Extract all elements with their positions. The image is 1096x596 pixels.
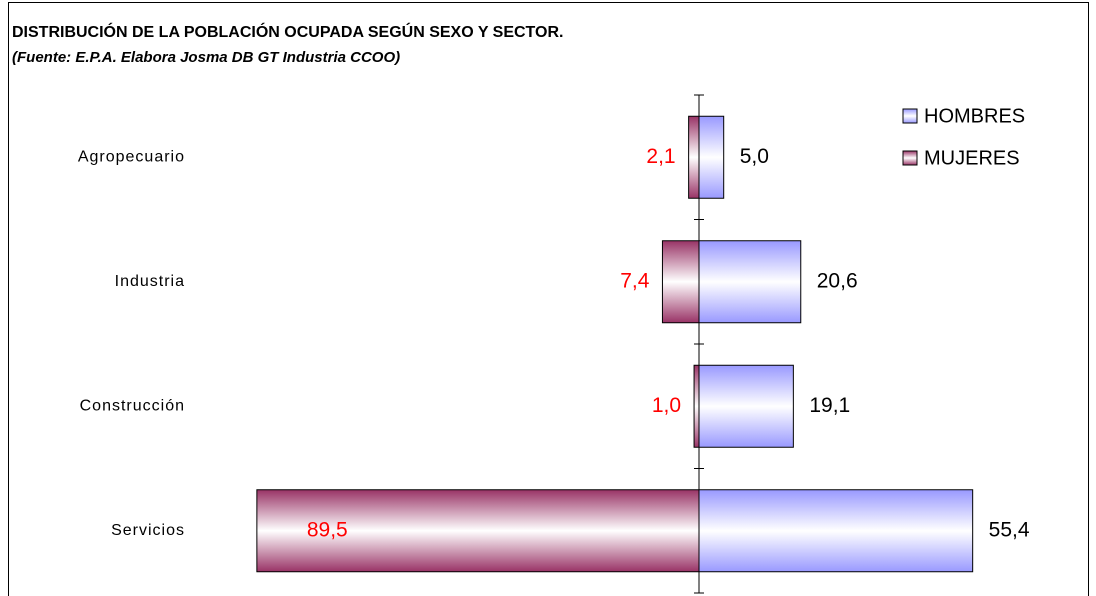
legend-label: HOMBRES (924, 105, 1025, 127)
bar (698, 115, 725, 199)
chart-title: DISTRIBUCIÓN DE LA POBLACIÓN OCUPADA SEG… (12, 22, 563, 41)
category-label: Servicios (111, 522, 185, 539)
value-label: 89,5 (307, 518, 348, 541)
value-label: 1,0 (652, 394, 681, 417)
value-label: 19,1 (809, 394, 850, 417)
legend-label: MUJERES (924, 147, 1020, 169)
bar (688, 115, 700, 199)
bar (698, 240, 802, 324)
chart-subtitle: (Fuente: E.P.A. Elabora Josma DB GT Indu… (12, 49, 400, 66)
value-label: 7,4 (620, 269, 650, 292)
bar (698, 489, 974, 573)
value-label: 2,1 (646, 145, 675, 168)
value-label: 5,0 (740, 145, 769, 168)
legend-swatch (902, 150, 918, 166)
value-label: 55,4 (989, 518, 1030, 541)
category-label: Construcción (80, 397, 185, 414)
category-label: Industria (115, 273, 185, 290)
value-label: 20,6 (817, 269, 858, 292)
category-label: Agropecuario (78, 148, 185, 165)
bar (661, 240, 700, 324)
bar (693, 364, 700, 448)
bar (698, 364, 794, 448)
legend-swatch (902, 108, 918, 124)
bar (256, 489, 700, 573)
